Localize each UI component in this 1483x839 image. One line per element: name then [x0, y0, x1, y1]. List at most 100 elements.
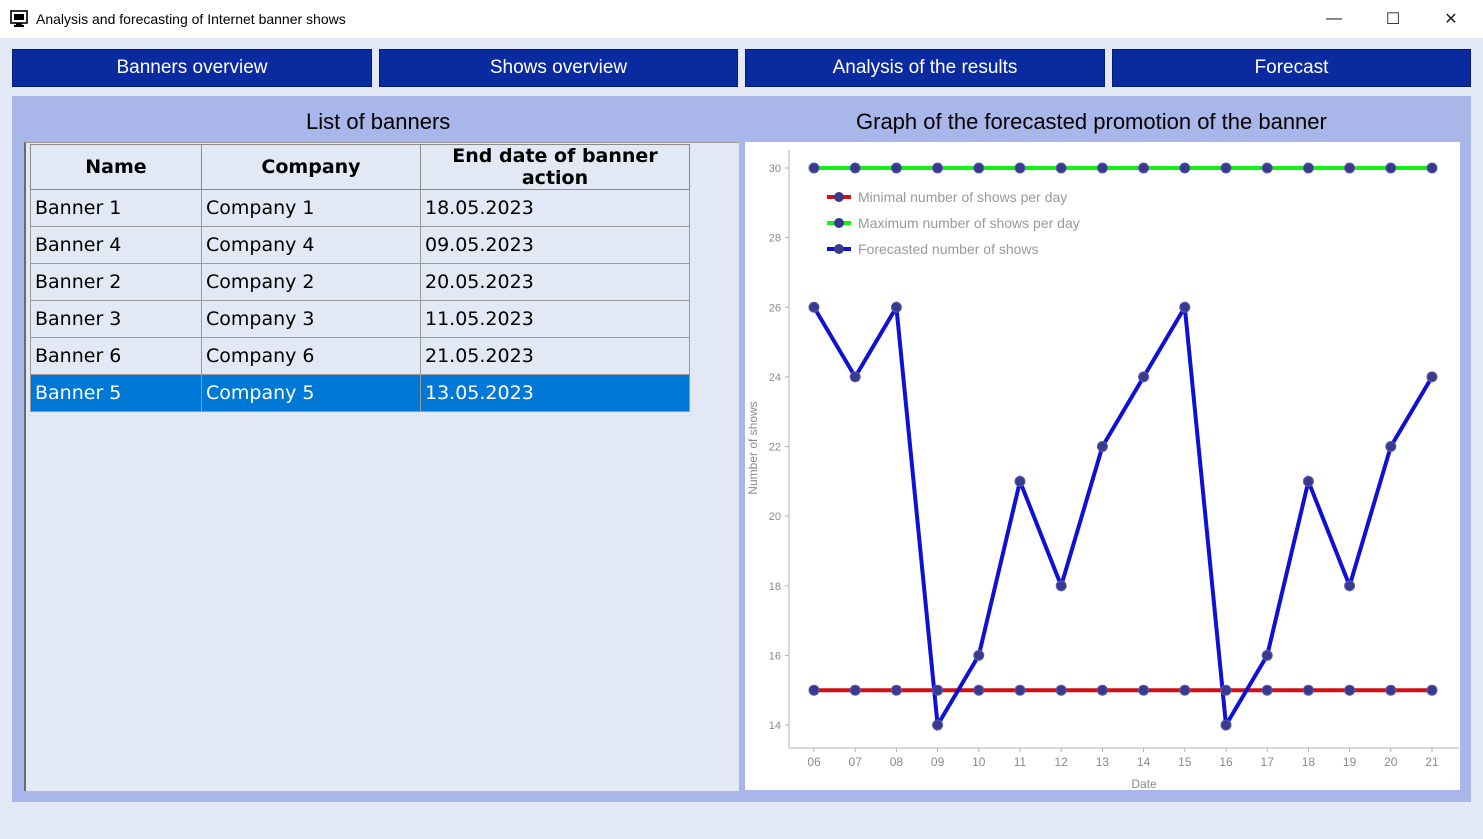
cell-name[interactable]: Banner 5	[30, 374, 202, 412]
y-tick-label: 16	[769, 650, 781, 662]
data-point	[973, 649, 985, 661]
minimize-icon: —	[1326, 10, 1342, 27]
x-tick-label: 11	[1014, 755, 1027, 769]
column-header-name[interactable]: Name	[30, 144, 202, 190]
cell-name[interactable]: Banner 2	[30, 263, 202, 301]
data-point	[849, 371, 861, 383]
close-button[interactable]: ✕	[1422, 0, 1480, 38]
data-point	[1426, 371, 1438, 383]
forecast-chart: 14 16 18 20 22 24 26 28 30 06 07 08 09 10 11 12 13 14 15 16…	[746, 150, 1459, 791]
data-point	[1055, 684, 1067, 696]
table-row[interactable]: Banner 2 Company 2 20.05.2023	[30, 263, 690, 301]
series-line-2	[812, 300, 1434, 732]
data-point	[849, 684, 861, 696]
table-row-selected[interactable]: Banner 5 Company 5 13.05.2023	[30, 374, 690, 412]
cell-end-date[interactable]: 18.05.2023	[420, 189, 690, 227]
cell-name[interactable]: Banner 6	[30, 337, 202, 375]
data-point	[1179, 162, 1191, 174]
cell-end-date[interactable]: 20.05.2023	[420, 263, 690, 301]
x-tick-label: 18	[1302, 755, 1316, 769]
banners-table-area[interactable]: Name Company End date of banner action B…	[24, 142, 739, 791]
data-point	[1385, 441, 1397, 452]
table-row[interactable]: Banner 1 Company 1 18.05.2023	[30, 189, 690, 227]
data-point	[1096, 441, 1108, 452]
x-tick-label: 19	[1343, 755, 1357, 769]
data-point	[1220, 684, 1232, 696]
x-tick-label: 12	[1055, 755, 1069, 769]
data-point	[890, 162, 902, 174]
x-tick-label: 21	[1425, 755, 1439, 769]
shows-overview-button[interactable]: Shows overview	[379, 49, 738, 87]
y-tick-label: 14	[769, 720, 781, 732]
forecast-chart-area: 14 16 18 20 22 24 26 28 30 06 07 08 09 10 11 12 13 14 15 16…	[745, 142, 1460, 791]
table-header-row: Name Company End date of banner action	[30, 144, 690, 190]
legend-swatch-marker	[834, 244, 844, 254]
cell-end-date[interactable]: 21.05.2023	[420, 337, 690, 375]
cell-name[interactable]: Banner 4	[30, 226, 202, 264]
x-tick-label: 13	[1096, 755, 1110, 769]
data-point	[1344, 162, 1356, 174]
analysis-results-button[interactable]: Analysis of the results	[745, 49, 1105, 87]
legend-swatch-marker	[834, 218, 844, 228]
cell-end-date[interactable]: 13.05.2023	[420, 374, 690, 412]
banners-list-title: List of banners	[306, 109, 451, 134]
data-point	[1261, 684, 1273, 696]
banners-table[interactable]: Name Company End date of banner action B…	[30, 144, 690, 412]
cell-name[interactable]: Banner 1	[30, 189, 202, 227]
x-tick-label: 09	[931, 755, 945, 769]
data-point	[1385, 162, 1397, 174]
cell-name[interactable]: Banner 3	[30, 300, 202, 338]
data-point	[1179, 684, 1191, 696]
cell-company[interactable]: Company 2	[201, 263, 421, 301]
table-row[interactable]: Banner 6 Company 6 21.05.2023	[30, 337, 690, 375]
data-point	[808, 162, 820, 174]
close-icon: ✕	[1444, 11, 1458, 28]
cell-company[interactable]: Company 6	[201, 337, 421, 375]
data-point	[1261, 162, 1273, 174]
data-point	[1344, 580, 1356, 592]
legend-swatch-marker	[834, 192, 844, 202]
cell-company[interactable]: Company 1	[201, 189, 421, 227]
x-tick-label: 17	[1261, 755, 1275, 769]
data-point	[808, 684, 820, 696]
data-point	[932, 162, 944, 174]
cell-company[interactable]: Company 5	[201, 374, 421, 412]
data-point	[1138, 371, 1150, 383]
table-row[interactable]: Banner 3 Company 3 11.05.2023	[30, 300, 690, 338]
column-header-company[interactable]: Company	[201, 144, 421, 190]
data-point	[1138, 162, 1150, 174]
legend-label: Maximum number of shows per day	[858, 215, 1080, 231]
cell-company[interactable]: Company 3	[201, 300, 421, 338]
data-point	[1014, 684, 1026, 696]
y-tick-label: 20	[769, 511, 781, 523]
y-tick-label: 22	[769, 442, 781, 454]
data-point	[1302, 684, 1314, 696]
data-point	[973, 684, 985, 696]
data-point	[1096, 162, 1108, 174]
forecast-button[interactable]: Forecast	[1112, 49, 1471, 87]
cell-end-date[interactable]: 11.05.2023	[420, 300, 690, 338]
x-tick-label: 15	[1178, 755, 1192, 769]
x-tick-label: 20	[1384, 755, 1398, 769]
y-tick-label: 26	[769, 302, 781, 314]
y-tick-label: 18	[769, 581, 781, 593]
x-tick-label: 14	[1137, 755, 1151, 769]
data-point	[849, 162, 861, 174]
column-header-end-date[interactable]: End date of banner action	[420, 144, 690, 190]
data-point	[973, 162, 985, 174]
data-point	[932, 719, 944, 731]
banners-overview-button[interactable]: Banners overview	[12, 49, 372, 87]
x-tick-label: 07	[849, 755, 863, 769]
y-tick-label: 28	[769, 233, 781, 245]
maximize-button[interactable]: ☐	[1364, 0, 1422, 38]
table-row[interactable]: Banner 4 Company 4 09.05.2023	[30, 226, 690, 264]
minimize-button[interactable]: —	[1305, 0, 1363, 38]
data-point	[1426, 162, 1438, 174]
data-point	[1261, 649, 1273, 661]
cell-company[interactable]: Company 4	[201, 226, 421, 264]
data-point	[1220, 719, 1232, 731]
data-point	[1302, 162, 1314, 174]
y-axis-label: Number of shows	[746, 401, 760, 494]
data-point	[890, 684, 902, 696]
cell-end-date[interactable]: 09.05.2023	[420, 226, 690, 264]
